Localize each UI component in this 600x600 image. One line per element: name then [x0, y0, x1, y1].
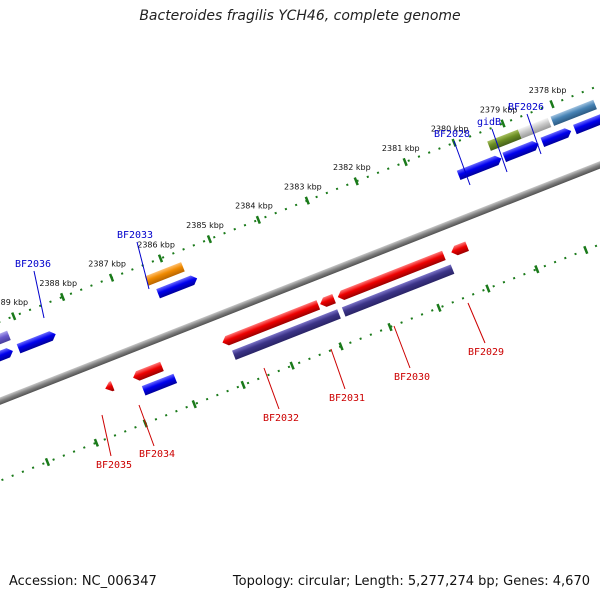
gene-arrow-BF2033[interactable] — [156, 274, 199, 299]
gene-arrow-BF2025[interactable] — [573, 105, 600, 135]
gene-arrow-BF2029[interactable] — [449, 241, 469, 258]
scale-tick-label: 2382 kbp — [333, 163, 371, 172]
gene-label-BF2033[interactable]: BF2033 — [117, 230, 153, 241]
scale-tick-label: 2383 kbp — [284, 182, 322, 191]
scale-tick-label: 2389 kbp — [0, 298, 28, 307]
gene-label-gidB[interactable]: gidB — [477, 117, 501, 128]
upper-scale-tick — [157, 254, 164, 263]
gene-arrow-BF2033-upper[interactable] — [144, 262, 185, 286]
lower-scale-tick — [44, 457, 51, 467]
gene-arrow-BF2034-lower[interactable] — [141, 373, 178, 396]
gene-arrow-BF2026[interactable] — [517, 117, 552, 139]
gene-label-BF2035[interactable]: BF2035 — [96, 460, 132, 471]
gene-labels: BF2026 gidB BF2028 BF2029 BF2030 BF2031 BF2032… — [15, 102, 544, 471]
gene-arrow-BF2024[interactable] — [550, 99, 597, 126]
scale-tick-label: 2388 kbp — [39, 279, 77, 288]
gene-leader-line — [101, 414, 112, 457]
lower-scale-tick — [485, 284, 491, 293]
lower-scale-tick — [583, 245, 589, 255]
gene-arrow-BF2030[interactable] — [336, 250, 446, 302]
genome-summary-text: Topology: circular; Length: 5,277,274 bp… — [232, 574, 590, 589]
lower-scale-tick — [240, 380, 246, 390]
accession-text: Accession: NC_006347 — [9, 574, 157, 589]
scale-tick-label: 2379 kbp — [480, 105, 518, 114]
lower-scale-tick — [534, 265, 540, 274]
lower-scale-tick — [93, 438, 100, 447]
gene-arrow-gidB-lower[interactable] — [502, 139, 540, 163]
scale-tick-label: 2384 kbp — [235, 202, 273, 211]
gene-leader-line — [393, 325, 411, 369]
scale-tick-label: 2378 kbp — [529, 86, 567, 95]
scale-tick-label: 2385 kbp — [186, 221, 224, 230]
gene-label-BF2034[interactable]: BF2034 — [139, 449, 175, 460]
gene-arrow-BF2037[interactable] — [0, 346, 15, 370]
gene-label-BF2028[interactable]: BF2028 — [434, 129, 470, 140]
upper-scale-tick — [206, 234, 213, 244]
genome-backbone — [0, 111, 600, 455]
gene-arrow-BF2032[interactable] — [221, 300, 321, 347]
gene-arrow-BF2030-lower[interactable] — [341, 264, 455, 317]
upper-scale-tick — [500, 119, 506, 128]
upper-scale-tick — [11, 312, 17, 321]
gene-label-BF2032[interactable]: BF2032 — [263, 413, 299, 424]
lower-scale-tick — [436, 303, 442, 312]
upper-scale-tick — [353, 177, 359, 186]
lower-scale-tick — [289, 361, 295, 370]
genome-title: Bacteroides fragilis YCH46, complete gen… — [139, 8, 461, 24]
upper-scale-tick — [402, 157, 408, 167]
gene-leader-line — [136, 241, 150, 290]
upper-scale-tick — [549, 100, 555, 109]
upper-scale-tick — [108, 273, 115, 282]
lower-scale-tick — [338, 342, 344, 351]
gene-leader-line — [491, 128, 508, 173]
lower-scale-ticks — [44, 245, 589, 467]
gene-leader-line — [453, 140, 471, 186]
gene-arrow-BF2032-lower[interactable] — [232, 309, 341, 360]
gene-leader-line — [138, 404, 155, 447]
lower-scale-tick — [387, 322, 393, 332]
gene-arrow-BF2036[interactable] — [16, 329, 58, 354]
lower-scale-tick — [191, 400, 197, 409]
gene-label-BF2031[interactable]: BF2031 — [329, 393, 365, 404]
gene-arrow-BF2026-lower[interactable] — [540, 126, 574, 148]
gene-arrow-BF2035[interactable] — [103, 381, 115, 393]
gene-arrow-gidB[interactable] — [487, 129, 522, 151]
gene-leader-line — [467, 302, 486, 344]
scale-tick-label: 2380 kbp — [431, 125, 469, 134]
gene-label-BF2029[interactable]: BF2029 — [468, 347, 504, 358]
gene-leader-line — [526, 113, 542, 155]
gene-leader-line — [330, 348, 346, 390]
gene-label-BF2026[interactable]: BF2026 — [508, 102, 544, 113]
gene-leader-line — [263, 367, 280, 410]
upper-scale-tick — [59, 292, 66, 302]
gene-arrow-BF2031[interactable] — [318, 293, 336, 309]
gene-label-BF2030[interactable]: BF2030 — [394, 372, 430, 383]
scale-tick-label: 2381 kbp — [382, 144, 420, 153]
gene-leader-line — [33, 270, 45, 319]
upper-scale-tick — [255, 215, 261, 225]
gene-arrow-BF2028[interactable] — [456, 154, 503, 181]
scale-tick-label: 2386 kbp — [137, 240, 175, 249]
gene-arrow-BF2037-upper[interactable] — [0, 330, 11, 355]
gene-arrow-BF2034[interactable] — [131, 361, 164, 383]
lower-scale-line — [0, 182, 600, 522]
gene-label-BF2036[interactable]: BF2036 — [15, 259, 51, 270]
scale-labels: 2378 kbp 2379 kbp 2380 kbp 2381 kbp 2382 kbp… — [0, 86, 567, 307]
scale-tick-label: 2387 kbp — [88, 260, 126, 269]
upper-scale-tick — [304, 196, 310, 205]
